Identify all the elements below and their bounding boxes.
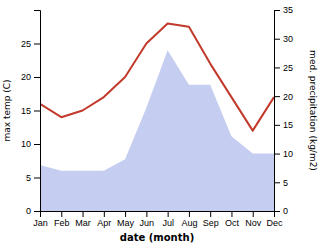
y-tick-label: 5 xyxy=(26,173,31,183)
y-tick-label: 25 xyxy=(21,39,31,49)
y2-tick: 35 xyxy=(274,5,293,15)
x-tick-label: Dec xyxy=(266,218,283,228)
x-tick-label: Mar xyxy=(75,218,91,228)
plot-area: JanFebMarAprMayJunJulAugSepOctNovDec0510… xyxy=(21,5,293,228)
axis-line xyxy=(275,11,281,212)
marks xyxy=(40,23,274,211)
x-tick: Oct xyxy=(225,211,240,228)
y2-tick-label: 25 xyxy=(283,63,293,73)
x-axis-title: date (month) xyxy=(120,232,194,243)
y2-tick-mark xyxy=(274,96,280,97)
y2-tick-mark xyxy=(274,211,280,212)
y-tick-label: 20 xyxy=(21,72,31,82)
x-tick: Dec xyxy=(266,211,283,228)
y2-tick-mark xyxy=(274,10,280,11)
x-tick-label: Aug xyxy=(181,218,197,228)
y2-tick: 0 xyxy=(274,206,288,216)
y2-tick-mark xyxy=(274,39,280,40)
x-tick-mark xyxy=(168,211,169,217)
x-tick-mark xyxy=(189,211,190,217)
y-tick-label: 0 xyxy=(26,206,31,216)
precipitation-area xyxy=(40,50,274,211)
y2-tick: 15 xyxy=(274,120,293,130)
x-tick: May xyxy=(117,211,135,228)
y2-tick-label: 0 xyxy=(283,206,288,216)
y2-tick-mark xyxy=(274,154,280,155)
y2-tick-label: 30 xyxy=(283,34,293,44)
y-tick: 20 xyxy=(21,72,40,82)
y2-tick: 20 xyxy=(274,92,293,102)
x-tick: Aug xyxy=(181,211,197,228)
y-tick: 15 xyxy=(21,106,40,116)
y-tick: 5 xyxy=(26,173,40,183)
x-tick-label: May xyxy=(117,218,135,228)
x-tick-label: Nov xyxy=(245,218,262,228)
x-tick-label: Feb xyxy=(54,218,70,228)
x-tick: Nov xyxy=(245,211,262,228)
y-tick-mark xyxy=(34,144,40,145)
x-tick-mark xyxy=(253,211,254,217)
x-tick: Sep xyxy=(203,211,219,228)
y2-tick-label: 35 xyxy=(283,5,293,15)
y2-tick-label: 20 xyxy=(283,92,293,102)
axis-line xyxy=(34,11,41,212)
y-tick-mark xyxy=(34,111,40,112)
y2-tick-mark xyxy=(274,182,280,183)
y-tick-label: 15 xyxy=(21,106,31,116)
temperature-line xyxy=(40,23,274,130)
y2-tick-label: 10 xyxy=(283,149,293,159)
y2-axis-title: med. precipitation (kg/m2) xyxy=(308,50,318,171)
x-tick-mark xyxy=(125,211,126,217)
y2-tick-mark xyxy=(274,125,280,126)
y2-tick-mark xyxy=(274,67,280,68)
y-axis-title: max temp (C) xyxy=(2,79,12,141)
x-tick-mark xyxy=(231,211,232,217)
x-tick: Feb xyxy=(54,211,70,228)
y2-tick: 5 xyxy=(274,178,288,188)
y-tick-mark xyxy=(34,178,40,179)
x-tick-mark xyxy=(104,211,105,217)
y-tick-label: 10 xyxy=(21,139,31,149)
x-tick-label: Apr xyxy=(97,218,111,228)
y-tick-mark xyxy=(34,211,40,212)
y-tick: 0 xyxy=(26,206,40,216)
axis-line xyxy=(41,212,275,218)
x-tick-label: Jan xyxy=(33,218,48,228)
x-tick: Jun xyxy=(140,211,155,228)
y2-tick-label: 15 xyxy=(283,120,293,130)
y-tick: 10 xyxy=(21,139,40,149)
chart: JanFebMarAprMayJunJulAugSepOctNovDec0510… xyxy=(0,0,318,247)
y2-tick-label: 5 xyxy=(283,178,288,188)
x-tick-mark xyxy=(146,211,147,217)
y-tick-mark xyxy=(34,44,40,45)
y-axis: 0 5 10 15 20 25 xyxy=(21,11,41,217)
x-tick-label: Sep xyxy=(203,218,219,228)
x-tick: Apr xyxy=(97,211,111,228)
x-tick: Mar xyxy=(75,211,91,228)
x-tick-mark xyxy=(83,211,84,217)
x-axis: Jan Feb Mar Apr May Jun Jul Aug Sep Oct Nov Dec xyxy=(33,211,283,228)
y2-tick: 25 xyxy=(274,63,293,73)
x-tick: Jul xyxy=(162,211,174,228)
y2-tick: 30 xyxy=(274,34,293,44)
x-tick-label: Jul xyxy=(162,218,174,228)
x-tick: Jan xyxy=(33,211,48,228)
x-tick-label: Jun xyxy=(140,218,155,228)
y2-tick: 10 xyxy=(274,149,293,159)
x-tick-label: Oct xyxy=(225,218,240,228)
y-tick-mark xyxy=(34,77,40,78)
x-tick-mark xyxy=(61,211,62,217)
y-tick: 25 xyxy=(21,39,40,49)
x-tick-mark xyxy=(210,211,211,217)
y2-axis: 0 5 10 15 20 25 30 35 xyxy=(274,5,293,216)
